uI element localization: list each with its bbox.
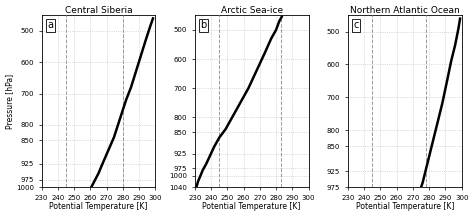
Text: b: b (201, 20, 207, 31)
X-axis label: Potential Temperature [K]: Potential Temperature [K] (356, 202, 454, 211)
Title: Northern Atlantic Ocean: Northern Atlantic Ocean (350, 6, 460, 15)
X-axis label: Potential Temperature [K]: Potential Temperature [K] (49, 202, 148, 211)
Text: a: a (47, 20, 53, 31)
Title: Arctic Sea-ice: Arctic Sea-ice (220, 6, 283, 15)
Text: c: c (354, 20, 359, 31)
Title: Central Siberia: Central Siberia (64, 6, 132, 15)
Y-axis label: Pressure [hPa]: Pressure [hPa] (6, 74, 15, 129)
X-axis label: Potential Temperature [K]: Potential Temperature [K] (202, 202, 301, 211)
